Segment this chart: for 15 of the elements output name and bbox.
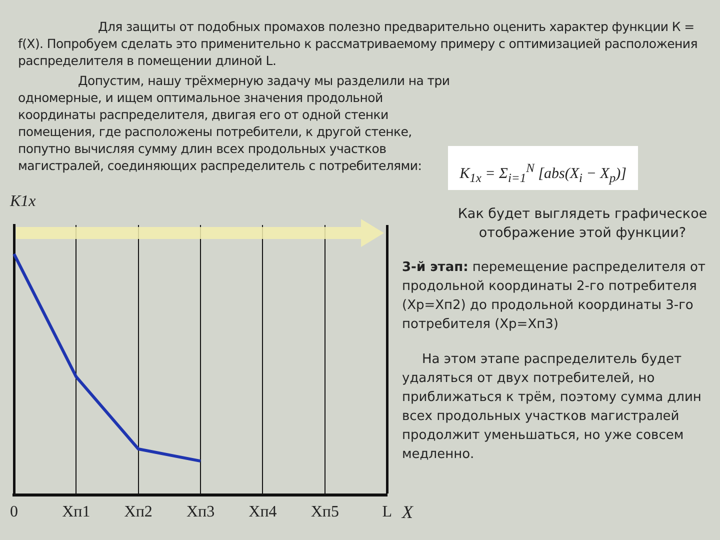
x-tick-label: Xп1 (62, 504, 90, 521)
x-tick-label: L (382, 504, 392, 521)
x-axis-title: X (402, 502, 413, 522)
text: 3-й этап: (402, 260, 468, 275)
x-tick-label: Xп3 (186, 504, 215, 521)
text: Как будет выглядеть графическое отображение этой функции? (456, 205, 708, 243)
text: Допустим, нашу трёхмерную задачу мы разделили на три одномерные, и ищем оптимальное значения продольной координаты распределителя, двигая его от одной стенки помещения, где расположены потребители, к другой стенке, попутно вычисляя сумму длин всех продольных участков магистралей, соединяющих распределитель с потребителями: (18, 72, 451, 174)
x-tick-label: Xп4 (248, 504, 277, 521)
text: K$_{1x}$ = Σ$_{i=1}$$^{N}$ [abs(X$_{i}$ − X$_{p}$)] (460, 161, 626, 185)
y-axis-title: K1x (10, 192, 36, 211)
x-tick-label: Xп2 (124, 504, 152, 521)
text: На этом этапе распределитель будет удаляться от двух потребителей, но приближаться к трём, поэтому сумма длин всех продольных участков магистралей продолжит уменьшаться, но уже совсем медленно. (402, 351, 702, 464)
x-tick-label: Xп5 (310, 504, 339, 521)
text: Для защиты от подобных промахов полезно предварительно оценить характер функции К = f(X). Попробуем сделать это применительно к рассматриваемому примеру с оптимизацией расположения распределителя в помещении длиной L. (18, 18, 698, 69)
x-tick-label: 0 (10, 504, 18, 521)
